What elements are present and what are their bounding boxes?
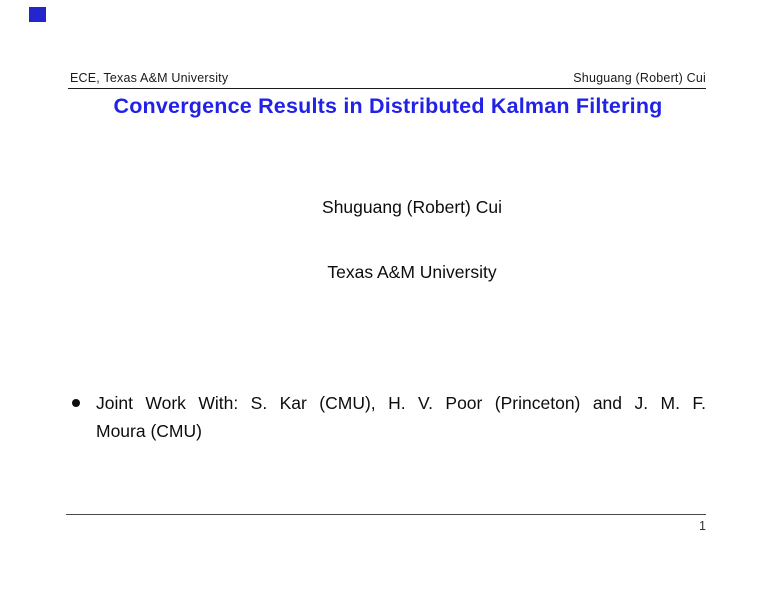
bullet-icon (72, 399, 80, 407)
bullet-text-line-1: Joint Work With: S. Kar (CMU), H. V. Poo… (96, 393, 706, 413)
author-name: Shuguang (Robert) Cui (322, 197, 502, 217)
page-number: 1 (699, 519, 706, 533)
header-rule (68, 88, 706, 90)
bullet-item: Joint Work With: S. Kar (CMU), H. V. Poo… (96, 390, 706, 445)
header-left-text: ECE, Texas A&M University (70, 71, 229, 85)
slide-title: Convergence Results in Distributed Kalma… (113, 94, 663, 118)
footer-rule (66, 514, 706, 516)
header-right-text: Shuguang (Robert) Cui (573, 71, 706, 85)
affiliation: Texas A&M University (327, 262, 497, 282)
bullet-text-line-2: Moura (CMU) (96, 420, 202, 441)
corner-square-decoration (29, 7, 46, 22)
